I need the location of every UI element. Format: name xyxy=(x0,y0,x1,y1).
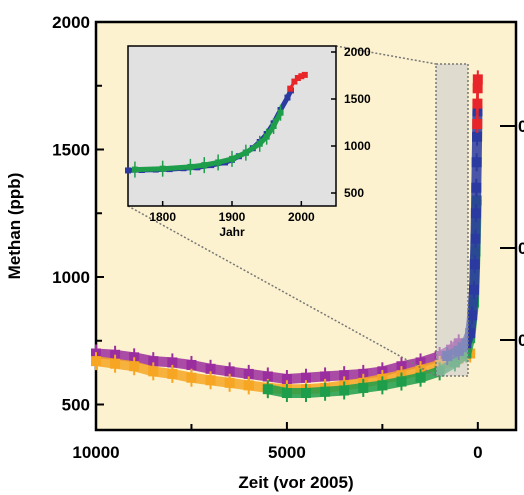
data-point-green xyxy=(396,376,407,387)
edge-labels-layer: 0 0 0 xyxy=(500,117,524,350)
data-point-purple xyxy=(167,357,178,368)
inset-data-point-red xyxy=(301,71,308,78)
inset-data-point-red xyxy=(294,75,301,81)
data-point-purple xyxy=(205,363,216,374)
edge-label: 0 xyxy=(518,239,524,258)
inset-data-point-green xyxy=(263,133,270,140)
data-point-red xyxy=(472,98,483,109)
inset-data-point-green xyxy=(215,159,222,166)
inset-data-point-green xyxy=(131,166,138,173)
x-tick-label: 0 xyxy=(473,443,482,462)
y-tick-label: 1500 xyxy=(52,141,90,160)
main-series-layer xyxy=(91,70,483,403)
data-point-purple xyxy=(186,359,197,370)
inset-data-point-green xyxy=(242,149,249,156)
inset-y-tick-label: 500 xyxy=(344,186,364,200)
inset-y-tick-label: 1500 xyxy=(344,92,371,106)
data-point-green xyxy=(262,384,273,395)
inset-data-point-blue xyxy=(125,167,131,174)
inset-x-tick-label: 2000 xyxy=(288,210,315,224)
data-point-red xyxy=(472,119,483,129)
data-point-green xyxy=(281,388,292,399)
inset-data-point-green xyxy=(201,162,208,169)
y-tick-label: 2000 xyxy=(52,13,90,32)
data-point-green xyxy=(358,382,369,393)
data-point-green xyxy=(377,380,388,391)
data-point-orange xyxy=(224,377,235,388)
inset-y-tick-label: 2000 xyxy=(344,45,371,59)
x-tick-label: 5000 xyxy=(268,443,306,462)
edge-label: 0 xyxy=(518,117,524,136)
inset-data-point-red xyxy=(298,73,305,80)
data-point-green xyxy=(339,385,350,396)
data-point-blue xyxy=(467,310,478,321)
data-point-orange xyxy=(205,375,216,386)
data-point-purple xyxy=(243,368,254,379)
data-point-green xyxy=(320,386,331,397)
data-point-purple xyxy=(148,356,159,367)
data-point-blue xyxy=(470,233,481,244)
edge-label: 0 xyxy=(518,331,524,350)
plot-frame xyxy=(94,20,518,432)
data-point-orange xyxy=(110,358,121,369)
inset-data-point-red xyxy=(287,85,294,92)
data-point-orange xyxy=(129,361,140,372)
data-point-blue xyxy=(469,259,480,270)
y-tick-label: 500 xyxy=(62,396,90,415)
zoom-connector-bottom xyxy=(127,205,437,377)
data-point-orange xyxy=(167,368,178,379)
data-point-purple xyxy=(339,370,350,381)
y-tick-label: 1000 xyxy=(52,268,90,287)
y-axis-title: Methan (ppb) xyxy=(5,173,24,280)
axis-ticks-layer: 10000 5000 0 2000 1500 1000 500 xyxy=(52,13,482,462)
data-point-blue xyxy=(471,182,482,193)
data-point-blue xyxy=(470,208,481,219)
inset-data-point-green xyxy=(229,155,235,162)
data-point-blue xyxy=(472,131,483,142)
inset-x-axis-title: Jahr xyxy=(219,225,245,239)
data-point-blue xyxy=(471,157,482,168)
inset-x-tick-label: 1800 xyxy=(149,210,176,224)
zoom-box xyxy=(435,63,469,377)
data-point-purple xyxy=(224,366,235,377)
inset-series-layer xyxy=(125,71,308,178)
data-point-green xyxy=(301,388,311,399)
inset-ticks-layer: 1800 1900 2000 2000 1500 1000 500 xyxy=(149,45,371,224)
data-point-purple xyxy=(301,372,311,383)
data-point-blue xyxy=(469,284,479,295)
data-point-red xyxy=(472,74,483,85)
data-point-orange xyxy=(91,356,101,367)
inset-data-point-green xyxy=(256,140,263,147)
data-point-purple xyxy=(281,374,292,384)
inset-data-point-red xyxy=(291,78,298,85)
inset-data-point-green xyxy=(270,123,277,129)
data-point-purple xyxy=(320,371,331,382)
inset-background xyxy=(127,45,337,207)
data-point-green xyxy=(415,372,426,383)
inset-data-point-green xyxy=(277,109,284,116)
data-point-orange xyxy=(148,366,159,377)
inset-x-tick-label: 1900 xyxy=(219,210,246,224)
data-point-blue xyxy=(465,328,476,339)
inset-data-point-green xyxy=(187,163,194,170)
x-axis-title: Zeit (vor 2005) xyxy=(238,473,353,492)
data-point-orange xyxy=(243,380,254,391)
data-point-orange xyxy=(186,372,197,383)
x-tick-label: 10000 xyxy=(72,443,119,462)
zoom-connector-top xyxy=(335,45,437,65)
inset-data-point-green xyxy=(159,165,166,172)
inset-data-point-blue xyxy=(284,94,291,101)
data-point-purple xyxy=(262,371,273,382)
inset-y-tick-label: 1000 xyxy=(344,139,371,153)
